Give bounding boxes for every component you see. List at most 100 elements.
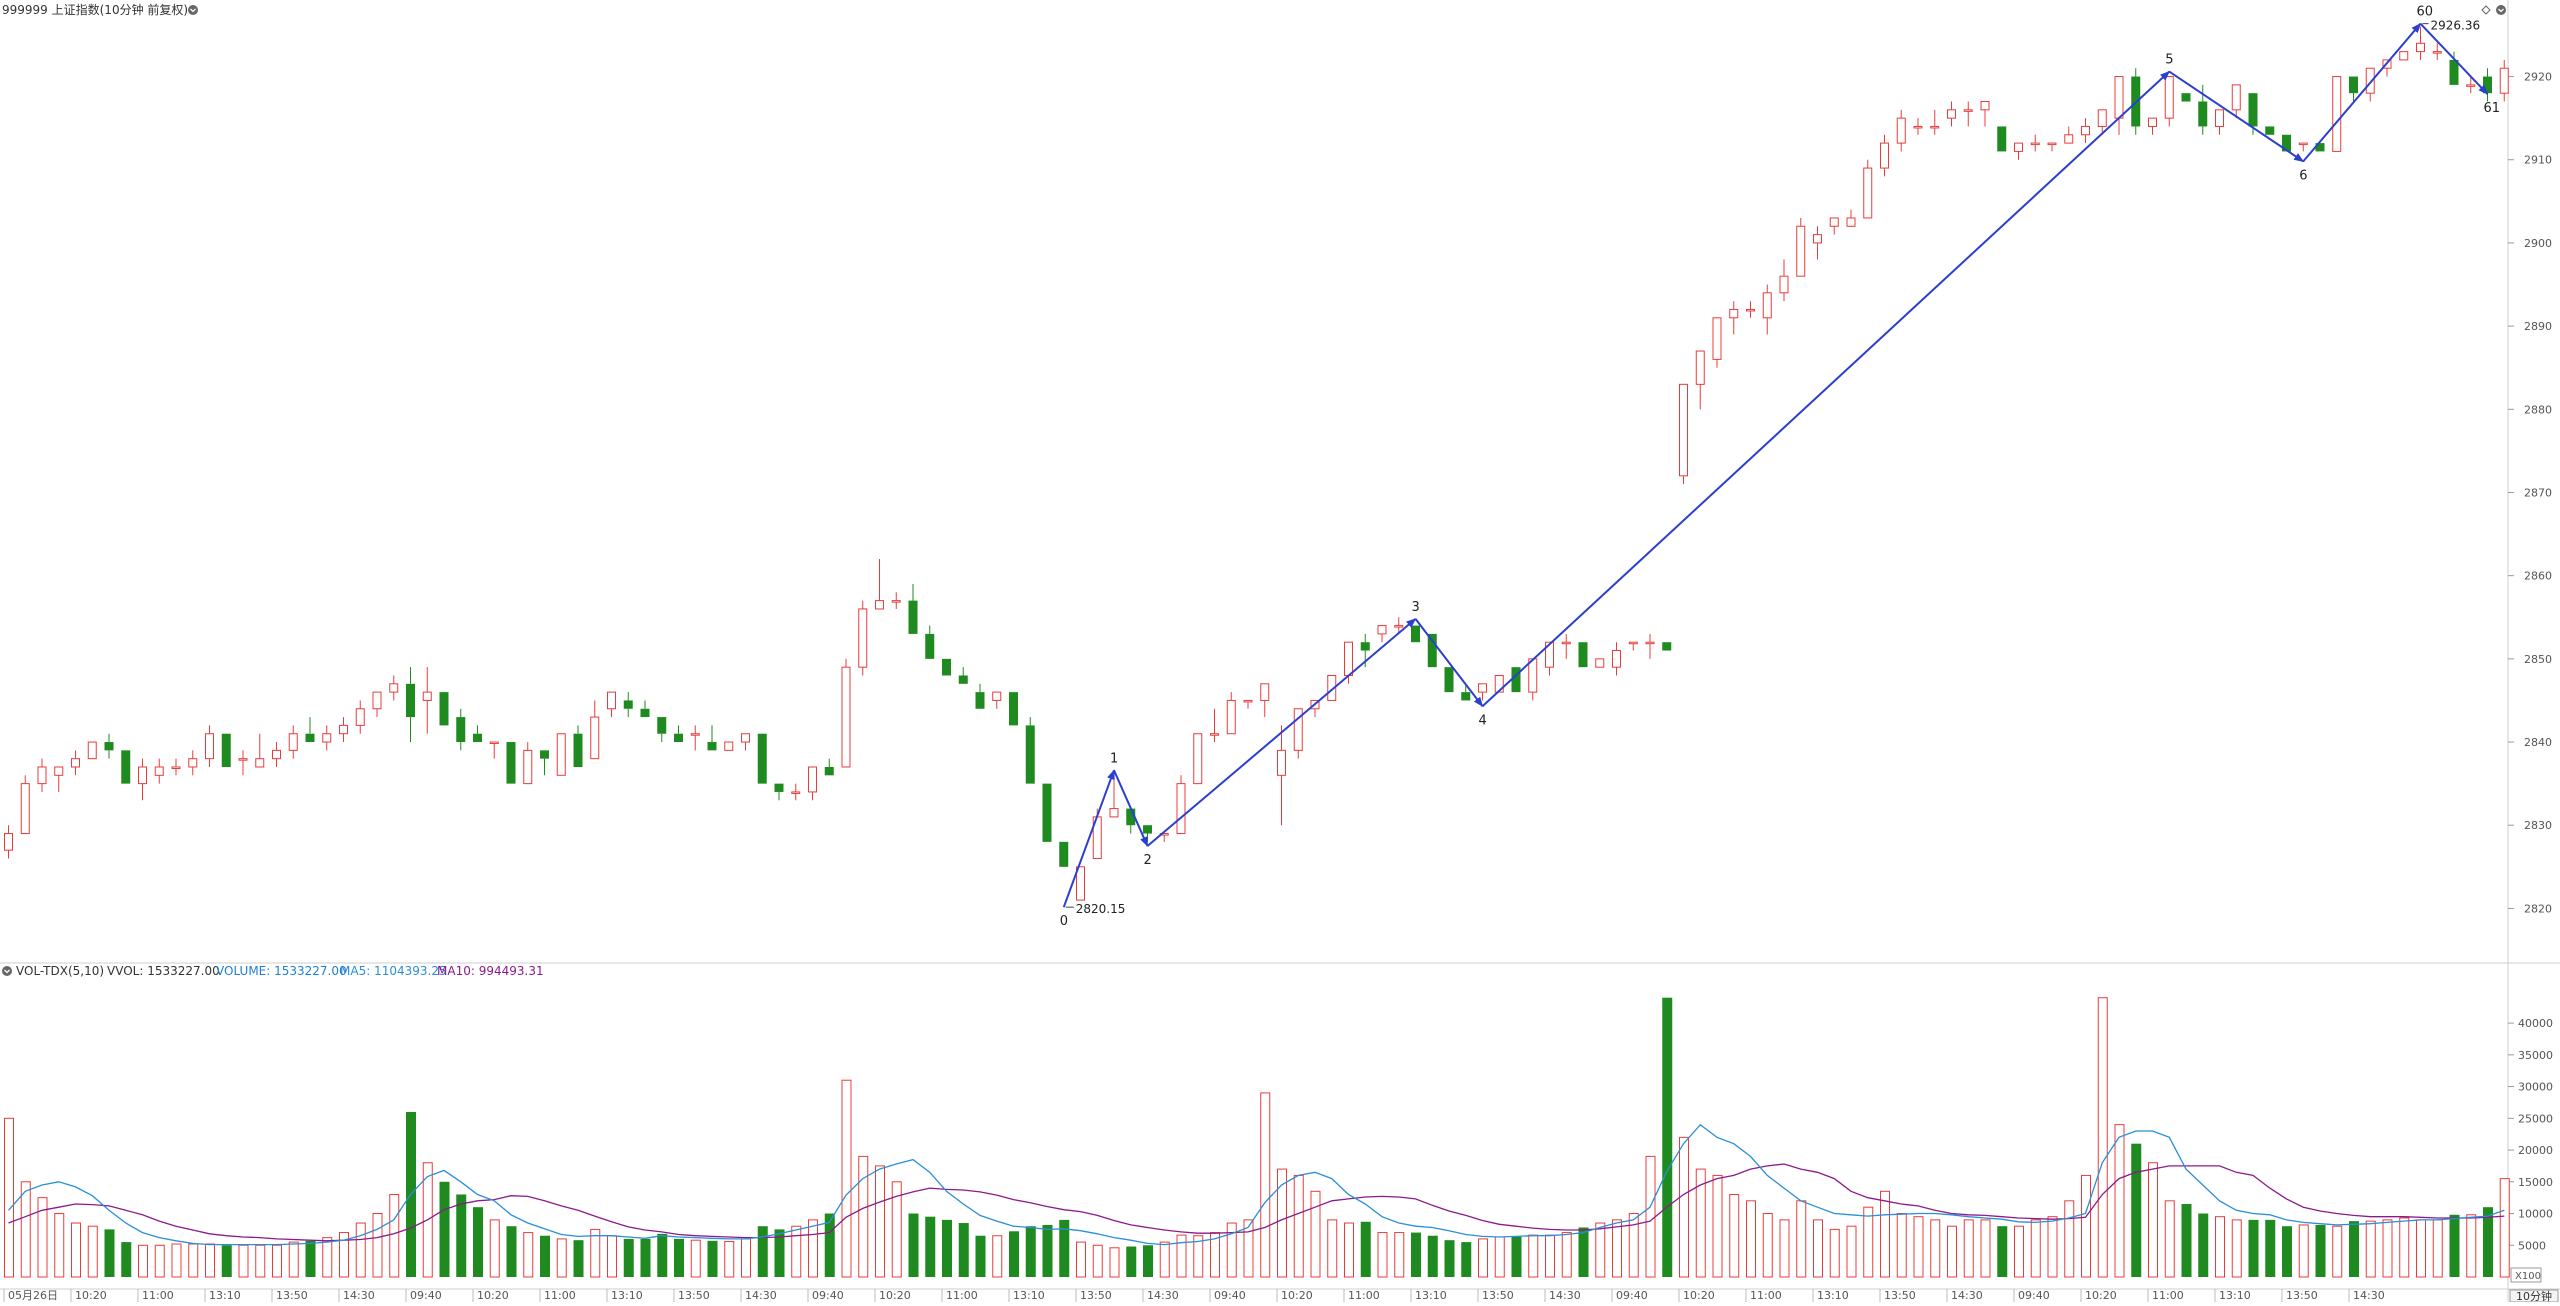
candle[interactable]	[2148, 117, 2157, 135]
candle[interactable]	[523, 742, 533, 785]
candle[interactable]	[221, 733, 231, 767]
candle[interactable]	[2265, 126, 2275, 135]
candle[interactable]	[925, 625, 935, 659]
candle[interactable]	[1042, 783, 1052, 842]
candle[interactable]	[355, 700, 365, 734]
candle[interactable]	[1411, 625, 1420, 643]
volume-panel-toggle-icon[interactable]	[2, 966, 12, 976]
candle[interactable]	[1963, 101, 1973, 127]
candle[interactable]	[54, 766, 64, 792]
chevron-down-icon[interactable]	[2496, 5, 2506, 15]
candle[interactable]	[71, 750, 80, 776]
candle[interactable]	[690, 725, 700, 751]
candle[interactable]	[305, 717, 315, 743]
candle[interactable]	[4, 825, 13, 859]
candle[interactable]	[540, 750, 549, 776]
candle[interactable]	[573, 725, 583, 767]
candle[interactable]	[473, 725, 482, 743]
candle[interactable]	[1880, 134, 1889, 177]
candle[interactable]	[1176, 775, 1186, 835]
candle[interactable]	[707, 725, 717, 751]
candle[interactable]	[1896, 109, 1906, 152]
candle[interactable]	[791, 783, 801, 801]
candle[interactable]	[1628, 641, 1638, 651]
candle[interactable]	[808, 766, 817, 801]
candle[interactable]	[1578, 642, 1588, 668]
candle[interactable]	[1679, 383, 1688, 485]
candle[interactable]	[1109, 775, 1119, 818]
candle[interactable]	[1444, 667, 1454, 693]
title-dropdown-icon[interactable]	[188, 5, 198, 15]
candle[interactable]	[188, 750, 198, 776]
candle[interactable]	[607, 691, 616, 718]
candle[interactable]	[456, 708, 466, 751]
candle[interactable]	[1076, 866, 1085, 901]
period-label-box[interactable]: 10分钟	[2509, 1289, 2559, 1303]
candle[interactable]	[121, 750, 131, 784]
candle[interactable]	[2315, 143, 2325, 152]
candle[interactable]	[1746, 301, 1755, 318]
candle[interactable]	[1846, 209, 1856, 227]
candle[interactable]	[1980, 101, 1990, 127]
candle[interactable]	[104, 733, 114, 759]
candle[interactable]	[255, 733, 265, 768]
candle[interactable]	[724, 741, 734, 751]
candle[interactable]	[1210, 708, 1219, 743]
candle[interactable]	[741, 733, 750, 751]
candle[interactable]	[1377, 625, 1387, 643]
candle[interactable]	[1561, 633, 1571, 659]
candle[interactable]	[339, 717, 348, 743]
candle[interactable]	[1779, 259, 1789, 302]
candle[interactable]	[556, 733, 566, 776]
candle[interactable]	[2365, 67, 2375, 102]
candle[interactable]	[2014, 142, 2023, 160]
candle[interactable]	[1712, 317, 1722, 368]
candle[interactable]	[590, 700, 600, 760]
candle[interactable]	[2499, 59, 2509, 102]
candle[interactable]	[1729, 301, 1739, 335]
candle[interactable]	[37, 758, 47, 792]
candle[interactable]	[2181, 93, 2191, 102]
candle[interactable]	[372, 691, 382, 718]
candle[interactable]	[657, 717, 667, 743]
candle[interactable]	[439, 692, 449, 726]
candle[interactable]	[992, 691, 1002, 709]
candle[interactable]	[891, 592, 901, 609]
candle[interactable]	[875, 559, 884, 610]
candle[interactable]	[1796, 217, 1806, 277]
candle[interactable]	[87, 741, 97, 760]
candle[interactable]	[288, 725, 298, 759]
candle[interactable]	[942, 658, 951, 676]
candle[interactable]	[757, 733, 767, 784]
candle[interactable]	[406, 667, 415, 743]
candle[interactable]	[238, 750, 248, 776]
candle[interactable]	[2282, 134, 2291, 152]
candle[interactable]	[858, 600, 868, 676]
candle[interactable]	[640, 700, 650, 718]
candle[interactable]	[1863, 159, 1873, 219]
candle[interactable]	[1009, 692, 1018, 726]
candle[interactable]	[1913, 118, 1923, 135]
candle[interactable]	[1829, 217, 1839, 235]
candle[interactable]	[20, 775, 30, 835]
candle[interactable]	[2466, 76, 2476, 94]
candle[interactable]	[1813, 226, 1822, 260]
candle[interactable]	[1277, 725, 1286, 826]
candle[interactable]	[1947, 101, 1956, 127]
candle[interactable]	[774, 783, 784, 801]
candle[interactable]	[1662, 642, 1672, 651]
candle[interactable]	[2349, 76, 2358, 102]
candle[interactable]	[841, 658, 851, 768]
candle[interactable]	[322, 725, 332, 751]
candle[interactable]	[1595, 658, 1605, 668]
candle[interactable]	[2047, 142, 2057, 152]
candle[interactable]	[2399, 51, 2409, 61]
candle[interactable]	[1762, 284, 1772, 335]
candle[interactable]	[138, 758, 147, 801]
candle[interactable]	[205, 725, 214, 767]
candle[interactable]	[1695, 350, 1705, 410]
candle[interactable]	[154, 758, 164, 784]
candle[interactable]	[389, 675, 399, 701]
